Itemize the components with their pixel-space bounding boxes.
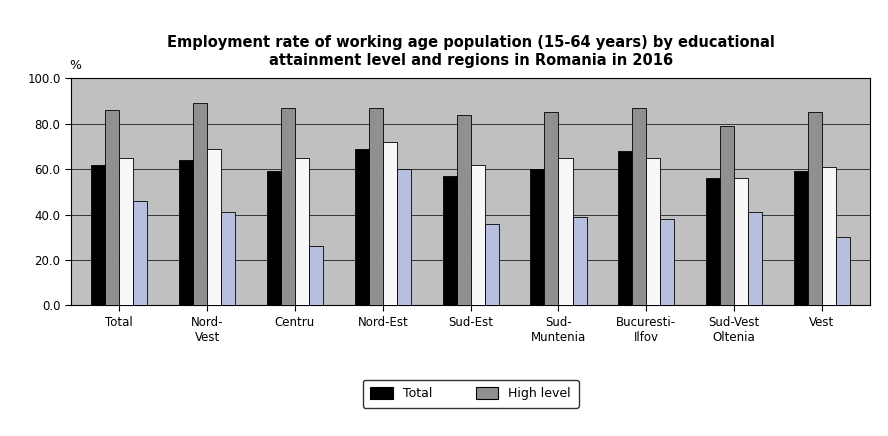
Bar bbox=[397, 169, 411, 305]
Bar bbox=[295, 158, 309, 305]
Bar bbox=[706, 178, 720, 305]
Bar bbox=[179, 160, 193, 305]
Title: Employment rate of working age population (15-64 years) by educational
attainmen: Employment rate of working age populatio… bbox=[167, 35, 774, 68]
Bar bbox=[354, 149, 369, 305]
Bar bbox=[559, 158, 573, 305]
Bar bbox=[646, 158, 661, 305]
Bar bbox=[119, 158, 133, 305]
Bar bbox=[485, 224, 499, 305]
Bar bbox=[442, 176, 456, 305]
Bar bbox=[309, 246, 323, 305]
Bar bbox=[369, 108, 383, 305]
Bar bbox=[221, 212, 235, 305]
Bar bbox=[530, 169, 544, 305]
Bar bbox=[133, 201, 147, 305]
Bar bbox=[91, 165, 106, 305]
Bar bbox=[193, 103, 207, 305]
Bar bbox=[661, 219, 674, 305]
Bar bbox=[544, 112, 559, 305]
Bar bbox=[618, 151, 632, 305]
Bar bbox=[808, 112, 822, 305]
Bar bbox=[720, 126, 734, 305]
Bar bbox=[471, 165, 485, 305]
Bar bbox=[267, 171, 281, 305]
Bar bbox=[836, 237, 850, 305]
Bar bbox=[281, 108, 295, 305]
Bar bbox=[106, 110, 119, 305]
Bar bbox=[734, 178, 749, 305]
Bar bbox=[794, 171, 808, 305]
Bar bbox=[207, 149, 221, 305]
Legend: Total, High level: Total, High level bbox=[363, 380, 578, 408]
Bar bbox=[822, 167, 836, 305]
Bar bbox=[632, 108, 646, 305]
Text: %: % bbox=[69, 59, 82, 72]
Bar bbox=[749, 212, 762, 305]
Bar bbox=[573, 217, 587, 305]
Bar bbox=[383, 142, 397, 305]
Bar bbox=[456, 115, 471, 305]
